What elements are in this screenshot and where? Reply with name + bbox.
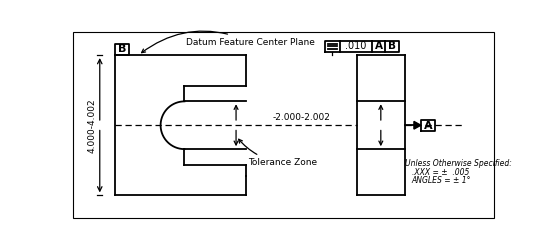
Text: A: A — [424, 121, 432, 131]
Text: Tolerance Zone: Tolerance Zone — [239, 139, 317, 167]
Text: Datum Feature Center Plane: Datum Feature Center Plane — [142, 31, 315, 53]
Text: Unless Otherwise Specified:: Unless Otherwise Specified: — [405, 159, 512, 168]
Text: A: A — [375, 41, 383, 51]
Text: 4.000-4.002: 4.000-4.002 — [88, 98, 97, 153]
Text: ANGLES = ± 1°: ANGLES = ± 1° — [411, 176, 471, 185]
Text: -2.000-2.002: -2.000-2.002 — [272, 113, 330, 122]
Text: B: B — [118, 44, 126, 54]
Polygon shape — [414, 121, 421, 129]
Text: .XXX = ±  .005: .XXX = ± .005 — [411, 168, 469, 177]
Text: B: B — [388, 41, 396, 51]
Text: .010: .010 — [346, 41, 367, 51]
